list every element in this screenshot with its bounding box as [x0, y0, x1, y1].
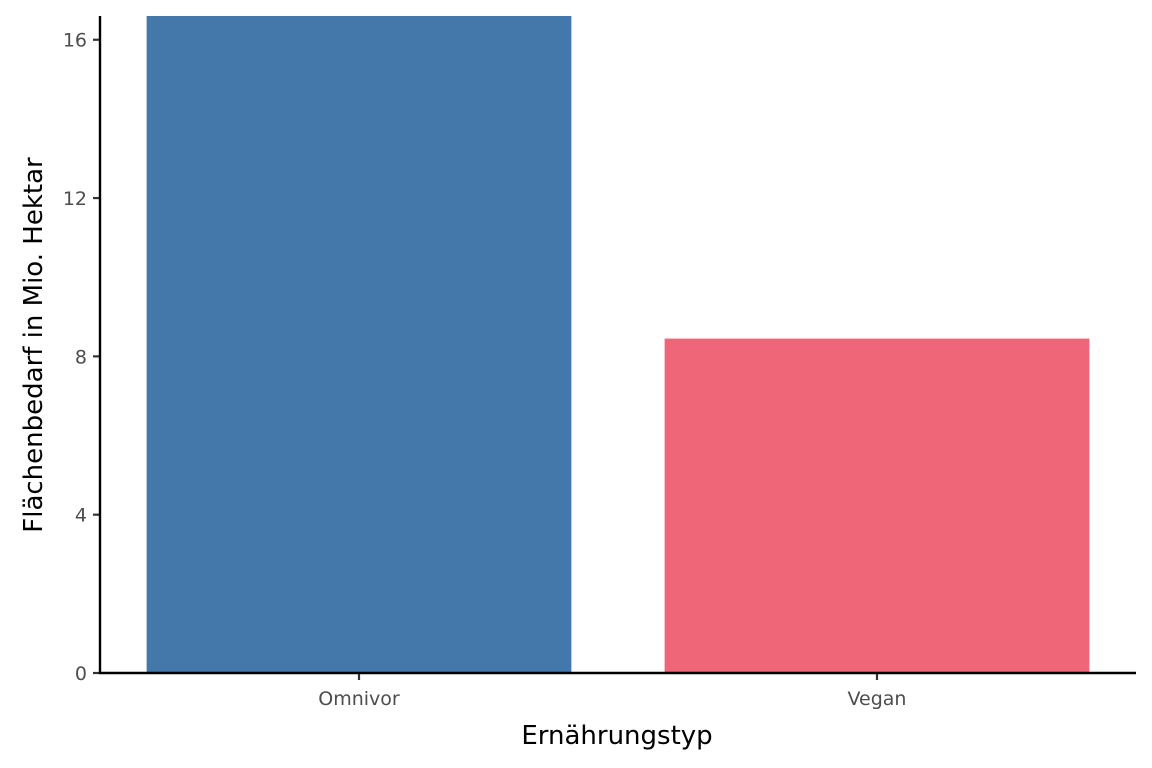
x-axis: Omnivor Vegan — [99, 671, 1136, 710]
y-tick-label: 0 — [75, 663, 87, 685]
y-tick-label: 12 — [63, 188, 87, 210]
y-axis-title: Flächenbedarf in Mio. Hektar — [19, 157, 49, 533]
bars — [146, 16, 1090, 673]
x-tick-label: Vegan — [848, 688, 907, 710]
y-axis: 0 4 8 12 16 — [63, 16, 102, 685]
x-tick-label: Omnivor — [318, 688, 400, 710]
bar-omnivor — [146, 16, 572, 673]
bar-vegan — [664, 338, 1090, 673]
y-tick-label: 8 — [75, 346, 87, 368]
y-tick-label: 16 — [63, 30, 87, 52]
x-axis-title: Ernährungstyp — [521, 721, 712, 751]
y-tick-label: 4 — [75, 505, 87, 527]
